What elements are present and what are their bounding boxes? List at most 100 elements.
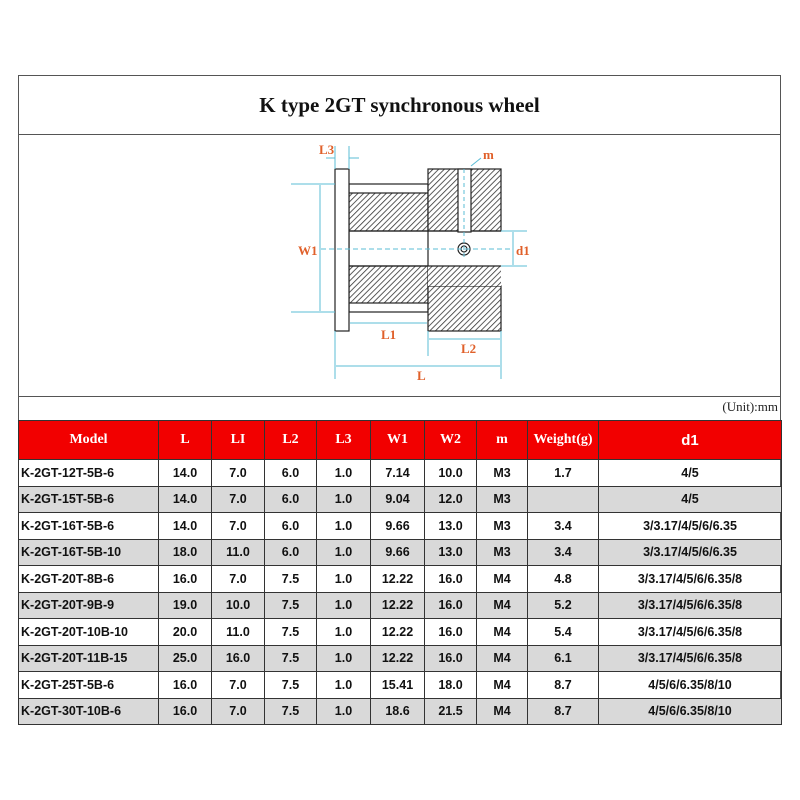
table-cell: 12.22 [370,618,425,646]
column-header: d1 [598,420,782,460]
model-cell: K-2GT-20T-10B-10 [18,618,159,646]
column-header: m [476,420,528,460]
model-cell: K-2GT-25T-5B-6 [18,671,159,699]
table-cell: 7.0 [211,697,265,725]
label-w1: W1 [298,243,318,258]
table-cell: 12.22 [370,565,425,593]
hub-bottom-section [348,265,429,304]
table-cell: 3/3.17/4/5/6/6.35/8 [598,565,782,593]
table-cell: 14.0 [158,512,212,540]
table-cell: 3.4 [527,512,599,540]
table-cell: 6.0 [264,459,317,487]
column-header: L [158,420,212,460]
table-cell: M4 [476,618,528,646]
model-cell: K-2GT-16T-5B-6 [18,512,159,540]
table-cell: 1.0 [316,644,371,672]
table-cell: 3/3.17/4/5/6/6.35/8 [598,644,782,672]
model-cell: K-2GT-30T-10B-6 [18,697,159,725]
table-cell: 10.0 [211,591,265,619]
table-cell: 6.0 [264,538,317,566]
table-cell: 16.0 [211,644,265,672]
table-cell: 16.0 [158,671,212,699]
table-cell: 8.7 [527,671,599,699]
table-cell: 5.2 [527,591,599,619]
table-cell: 16.0 [424,565,477,593]
table-cell: 1.0 [316,671,371,699]
table-cell: 12.0 [424,485,477,513]
table-cell: 25.0 [158,644,212,672]
table-row: K-2GT-20T-9B-9 19.0 10.0 7.5 1.0 12.22 16.0 M4 5… [18,591,782,619]
table-cell: 10.0 [424,459,477,487]
label-l1: L1 [381,327,396,342]
table-cell: 6.1 [527,644,599,672]
model-cell: K-2GT-16T-5B-10 [18,538,159,566]
table-cell: 1.0 [316,512,371,540]
label-d1: d1 [516,243,530,258]
label-m: m [483,147,494,162]
table-cell: 7.5 [264,591,317,619]
table-cell: 1.0 [316,591,371,619]
model-cell: K-2GT-20T-8B-6 [18,565,159,593]
column-header: W1 [370,420,425,460]
table-cell: 18.6 [370,697,425,725]
table-cell: 5.4 [527,618,599,646]
table-cell: M4 [476,671,528,699]
table-row: K-2GT-30T-10B-6 16.0 7.0 7.5 1.0 18.6 21.5 M4 8.… [18,697,782,725]
table-cell: 7.0 [211,671,265,699]
page-title: K type 2GT synchronous wheel [19,76,780,135]
table-cell: 16.0 [158,697,212,725]
table-cell: 4/5/6/6.35/8/10 [598,671,782,699]
label-l: L [417,368,426,383]
table-cell: 1.0 [316,618,371,646]
label-l3: L3 [319,142,335,157]
table-row: K-2GT-16T-5B-6 14.0 7.0 6.0 1.0 9.66 13.0 M3 3.4… [18,512,782,540]
table-cell: M4 [476,591,528,619]
table-cell: 3/3.17/4/5/6/6.35 [598,538,782,566]
table-cell: 1.0 [316,565,371,593]
table-cell: 16.0 [424,591,477,619]
table-cell: 3.4 [527,538,599,566]
table-cell: 9.66 [370,512,425,540]
table-cell: 4/5 [598,485,782,513]
table-cell: M3 [476,538,528,566]
pulley-drawing: L3 m W1 d1 L1 L2 L [291,142,530,383]
table-cell: 18.0 [158,538,212,566]
column-header: L3 [316,420,371,460]
table-cell: 1.0 [316,459,371,487]
table-cell: 6.0 [264,512,317,540]
model-cell: K-2GT-12T-5B-6 [18,459,159,487]
table-cell: 4/5 [598,459,782,487]
table-cell: 7.5 [264,671,317,699]
table-cell: 7.0 [211,485,265,513]
table-row: K-2GT-25T-5B-6 16.0 7.0 7.5 1.0 15.41 18.0 M4 8.… [18,671,782,699]
unit-label: (Unit):mm [722,399,778,414]
table-cell: 7.5 [264,644,317,672]
table-cell: 7.14 [370,459,425,487]
table-cell: 18.0 [424,671,477,699]
spec-sheet: K type 2GT synchronous wheel [18,75,782,725]
table-cell: 15.41 [370,671,425,699]
table-cell: 12.22 [370,591,425,619]
table-row: K-2GT-15T-5B-6 14.0 7.0 6.0 1.0 9.04 12.0 M3 4/5 [18,485,782,513]
table-cell: 7.0 [211,459,265,487]
table-cell: 14.0 [158,485,212,513]
table-cell: 4/5/6/6.35/8/10 [598,697,782,725]
table-cell: 16.0 [158,565,212,593]
table-cell: 7.5 [264,565,317,593]
table-cell: 1.0 [316,697,371,725]
table-cell: 14.0 [158,459,212,487]
table-cell: 7.0 [211,565,265,593]
table-row: K-2GT-12T-5B-6 14.0 7.0 6.0 1.0 7.14 10.0 M3 1.7… [18,459,782,487]
table-cell: 16.0 [424,644,477,672]
table-cell: 19.0 [158,591,212,619]
table-cell: 20.0 [158,618,212,646]
flange [334,168,350,332]
model-cell: K-2GT-15T-5B-6 [18,485,159,513]
table-cell: 1.0 [316,485,371,513]
table-cell: 4.8 [527,565,599,593]
hub-top-section [348,192,429,232]
table-cell: M4 [476,565,528,593]
pulley-diagram: L3 m W1 d1 L1 L2 L [19,134,780,397]
table-cell: 6.0 [264,485,317,513]
spec-table: Model L LI L2 L3 W1 W2 m Weight(g) d1 K-2GT-12T-5… [18,420,782,725]
